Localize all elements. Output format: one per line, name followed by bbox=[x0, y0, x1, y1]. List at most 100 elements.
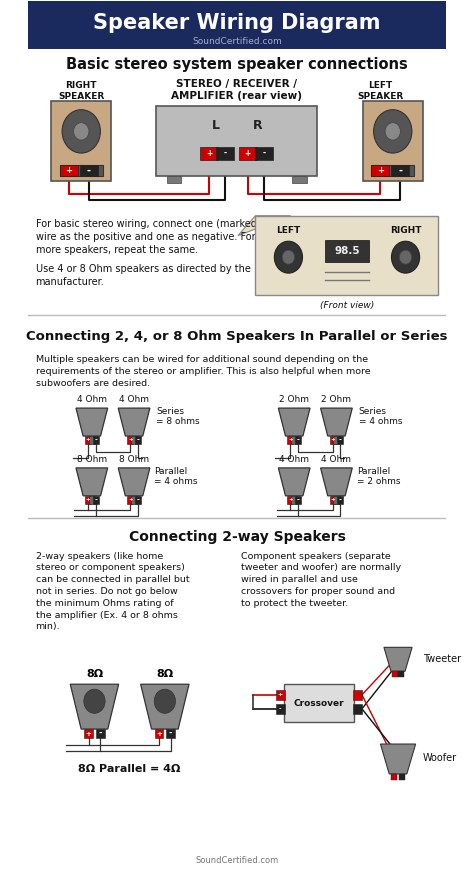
Bar bbox=[60, 164, 78, 176]
Bar bbox=[255, 216, 438, 296]
Text: -: - bbox=[169, 729, 173, 738]
Bar bbox=[391, 164, 409, 176]
Circle shape bbox=[282, 250, 294, 264]
Bar bbox=[391, 774, 397, 780]
Text: -: - bbox=[94, 497, 97, 503]
Bar bbox=[287, 496, 293, 504]
Text: SoundCertified.com: SoundCertified.com bbox=[195, 856, 279, 865]
Circle shape bbox=[274, 242, 302, 273]
Bar bbox=[84, 729, 93, 738]
Polygon shape bbox=[320, 468, 352, 496]
Text: Series
= 8 ohms: Series = 8 ohms bbox=[156, 407, 200, 426]
Bar bbox=[276, 690, 284, 700]
Text: +: + bbox=[377, 166, 384, 175]
Circle shape bbox=[154, 690, 175, 713]
Text: Series
= 4 ohms: Series = 4 ohms bbox=[359, 407, 402, 426]
Text: -: - bbox=[99, 729, 102, 738]
Bar bbox=[329, 436, 336, 444]
Bar bbox=[92, 496, 99, 504]
Bar bbox=[85, 436, 91, 444]
Text: L: L bbox=[211, 119, 219, 132]
Text: +: + bbox=[245, 149, 251, 158]
Text: +: + bbox=[86, 497, 90, 502]
Bar bbox=[85, 496, 91, 504]
Text: Connecting 2, 4, or 8 Ohm Speakers In Parallel or Series: Connecting 2, 4, or 8 Ohm Speakers In Pa… bbox=[26, 331, 448, 343]
Text: R: R bbox=[253, 119, 262, 132]
Text: 8Ω: 8Ω bbox=[86, 669, 103, 679]
Text: -: - bbox=[87, 165, 91, 176]
Circle shape bbox=[400, 250, 412, 264]
Text: -: - bbox=[137, 437, 139, 443]
Polygon shape bbox=[118, 408, 150, 436]
Text: -: - bbox=[224, 149, 227, 158]
Text: +: + bbox=[206, 149, 212, 158]
Bar bbox=[217, 146, 234, 160]
Polygon shape bbox=[320, 408, 352, 436]
Bar bbox=[127, 436, 133, 444]
Text: 8Ω Parallel = 4Ω: 8Ω Parallel = 4Ω bbox=[79, 764, 181, 774]
Bar bbox=[295, 436, 301, 444]
Polygon shape bbox=[118, 468, 150, 496]
Text: Speaker Wiring Diagram: Speaker Wiring Diagram bbox=[93, 13, 381, 33]
Bar bbox=[337, 496, 343, 504]
Text: SoundCertified.com: SoundCertified.com bbox=[192, 37, 282, 46]
Polygon shape bbox=[278, 408, 310, 436]
Bar bbox=[155, 729, 164, 738]
Text: Woofer: Woofer bbox=[423, 753, 457, 763]
Circle shape bbox=[374, 109, 412, 153]
Bar bbox=[131, 436, 137, 444]
Text: +: + bbox=[288, 497, 292, 502]
Text: RIGHT
SPEAKER: RIGHT SPEAKER bbox=[58, 81, 104, 101]
Text: -: - bbox=[137, 497, 139, 503]
Bar bbox=[80, 164, 98, 176]
Bar bbox=[89, 496, 95, 504]
Bar bbox=[392, 671, 398, 677]
Circle shape bbox=[84, 690, 105, 713]
Text: 4 Ohm: 4 Ohm bbox=[279, 455, 309, 464]
Bar bbox=[292, 176, 307, 183]
Bar bbox=[92, 436, 99, 444]
Bar bbox=[131, 496, 137, 504]
Bar bbox=[333, 436, 339, 444]
Bar bbox=[398, 671, 404, 677]
Polygon shape bbox=[70, 684, 118, 729]
Bar bbox=[28, 2, 446, 49]
Text: -: - bbox=[279, 706, 282, 711]
Text: LEFT
SPEAKER: LEFT SPEAKER bbox=[357, 81, 403, 101]
Text: 4 Ohm: 4 Ohm bbox=[77, 396, 107, 404]
Bar bbox=[287, 436, 293, 444]
Text: For basic stereo wiring, connect one (marked)
wire as the positive and one as ne: For basic stereo wiring, connect one (ma… bbox=[36, 219, 260, 256]
Text: +: + bbox=[277, 692, 283, 697]
Text: 8 Ohm: 8 Ohm bbox=[119, 455, 149, 464]
Bar bbox=[51, 102, 111, 181]
Polygon shape bbox=[278, 468, 310, 496]
Text: 2-way speakers (like home
stereo or component speakers)
can be connected in para: 2-way speakers (like home stereo or comp… bbox=[36, 551, 189, 632]
Polygon shape bbox=[141, 684, 189, 729]
Text: +: + bbox=[330, 438, 335, 443]
Bar bbox=[363, 102, 423, 181]
Text: -: - bbox=[297, 437, 300, 443]
Circle shape bbox=[392, 242, 419, 273]
Bar bbox=[333, 496, 339, 504]
Circle shape bbox=[73, 123, 89, 140]
Text: (Front view): (Front view) bbox=[320, 301, 374, 311]
Bar bbox=[166, 729, 175, 738]
Text: +: + bbox=[128, 438, 133, 443]
Polygon shape bbox=[76, 408, 108, 436]
Text: 4 Ohm: 4 Ohm bbox=[119, 396, 149, 404]
Bar bbox=[135, 436, 141, 444]
Bar bbox=[276, 704, 284, 714]
Text: -: - bbox=[297, 497, 300, 503]
Text: Component speakers (separate
tweeter and woofer) are normally
wired in parallel : Component speakers (separate tweeter and… bbox=[241, 551, 401, 608]
Text: 2 Ohm: 2 Ohm bbox=[321, 396, 351, 404]
Bar bbox=[371, 164, 414, 176]
Bar bbox=[325, 240, 369, 262]
Bar bbox=[291, 496, 297, 504]
Text: 4 Ohm: 4 Ohm bbox=[321, 455, 351, 464]
Bar bbox=[127, 496, 133, 504]
Text: +: + bbox=[86, 731, 91, 737]
Bar bbox=[337, 436, 343, 444]
Text: +: + bbox=[128, 497, 133, 502]
Bar bbox=[353, 690, 362, 700]
Bar bbox=[166, 176, 181, 183]
